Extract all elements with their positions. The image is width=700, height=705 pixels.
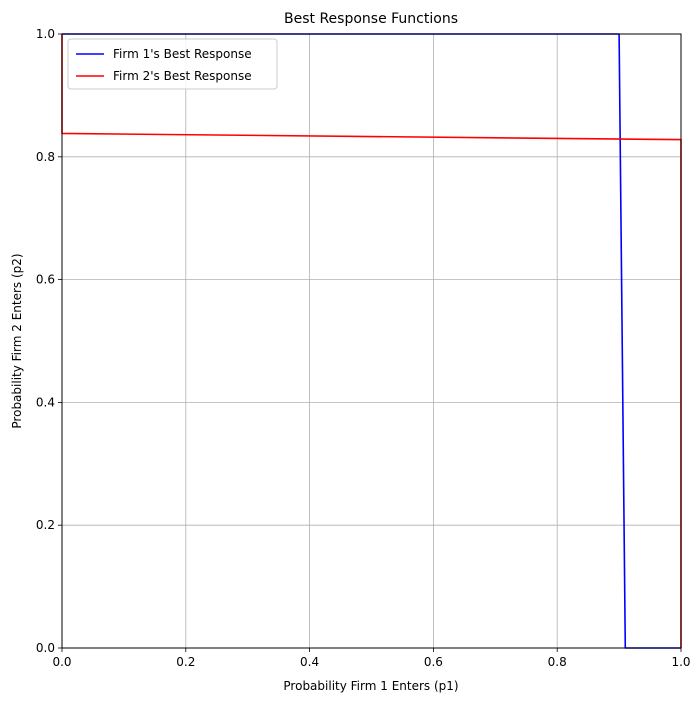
x-tick-label: 0.0	[52, 655, 71, 669]
y-axis-ticks: 0.0 0.2 0.4 0.6 0.8 1.0	[36, 27, 62, 655]
y-tick-label: 0.4	[36, 395, 55, 409]
y-tick-label: 0.6	[36, 273, 55, 287]
grid-lines	[61, 33, 682, 649]
x-axis-label: Probability Firm 1 Enters (p1)	[283, 679, 458, 693]
y-tick-label: 0.2	[36, 518, 55, 532]
legend-label: Firm 1's Best Response	[113, 47, 252, 61]
series-line-1	[62, 33, 681, 649]
x-tick-label: 1.0	[671, 655, 690, 669]
legend: Firm 1's Best Response Firm 2's Best Resp…	[67, 38, 278, 90]
y-axis-label: Probability Firm 2 Enters (p2)	[10, 253, 24, 428]
series-group	[61, 33, 682, 649]
axes-frame	[61, 33, 682, 649]
legend-box	[67, 38, 278, 90]
x-axis-ticks: 0.0 0.2 0.4 0.6 0.8 1.0	[52, 648, 691, 669]
x-tick-label: 0.8	[548, 655, 567, 669]
chart-title: Best Response Functions	[284, 11, 458, 27]
x-tick-label: 0.6	[424, 655, 443, 669]
legend-label: Firm 2's Best Response	[113, 69, 252, 83]
y-tick-label: 0.0	[36, 641, 55, 655]
y-tick-label: 1.0	[36, 27, 55, 41]
y-tick-label: 0.8	[36, 150, 55, 164]
x-tick-label: 0.2	[176, 655, 195, 669]
series-line-2	[61, 34, 682, 648]
x-tick-label: 0.4	[300, 655, 319, 669]
